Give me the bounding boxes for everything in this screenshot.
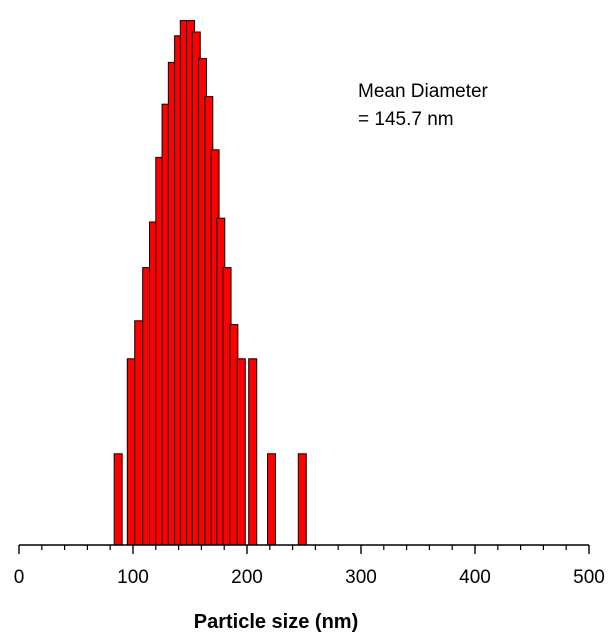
x-tick-label: 100 — [117, 567, 149, 588]
annotation-line-2: = 145.7 nm — [358, 109, 454, 130]
histogram-bar — [248, 358, 258, 546]
x-tick-label: 0 — [14, 567, 25, 588]
histogram-bar — [126, 358, 136, 546]
histogram-bars — [113, 20, 307, 546]
x-tick-label: 400 — [459, 567, 491, 588]
annotation-line-1: Mean Diameter — [358, 81, 489, 102]
x-axis: 0 100 200 300 400 500 — [14, 544, 605, 588]
histogram-bar — [113, 453, 123, 546]
x-axis-label: Particle size (nm) — [194, 611, 359, 633]
x-tick-label: 200 — [231, 567, 263, 588]
histogram-bar — [297, 453, 307, 546]
histogram-bar — [134, 320, 144, 546]
mean-diameter-annotation: Mean Diameter = 145.7 nm — [358, 81, 489, 130]
histogram-bar — [229, 324, 239, 546]
x-tick-label: 500 — [573, 567, 605, 588]
x-tick-label: 300 — [345, 567, 377, 588]
histogram-bar — [267, 453, 276, 546]
histogram-bar — [236, 358, 246, 546]
